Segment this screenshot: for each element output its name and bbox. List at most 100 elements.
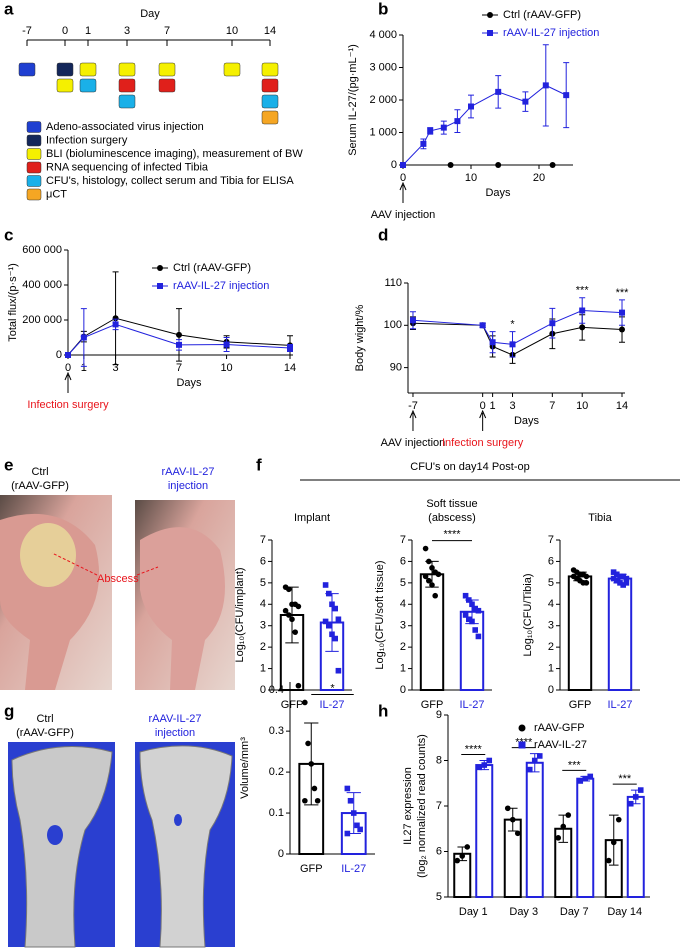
legend-label: BLI (bioluminescence imaging), measureme… (46, 148, 303, 160)
data-point (422, 545, 429, 552)
x-tick-label: IL-27 (319, 699, 344, 711)
data-point (447, 162, 454, 168)
x-tick-label: Day 3 (509, 906, 538, 918)
data-point (577, 778, 584, 784)
y-tick-label: 5 (400, 577, 406, 589)
photo-label: (rAAV-GFP) (16, 727, 74, 739)
data-point (286, 586, 292, 593)
data-point (422, 573, 429, 580)
x-tick-label: 10 (220, 362, 232, 374)
bar (419, 573, 445, 691)
data-point (468, 103, 474, 110)
x-tick-label: IL-27 (607, 699, 632, 711)
series-line (402, 84, 567, 166)
series-line (412, 322, 623, 356)
legend-swatch (26, 188, 42, 201)
significance: **** (465, 743, 483, 755)
y-tick-label: 4 (260, 598, 266, 610)
data-point (617, 573, 623, 580)
data-point (400, 162, 406, 168)
y-tick-label: 0 (400, 684, 406, 696)
y-axis-label: Log₁₀(CFU/implant) (234, 567, 246, 662)
data-point (308, 761, 315, 767)
abscess-arrow (136, 566, 159, 576)
y-tick-label: 0 (278, 848, 284, 860)
annotation-arrow (399, 181, 407, 203)
data-point (549, 320, 556, 327)
data-point (623, 580, 630, 586)
data-point (495, 88, 502, 95)
data-point (462, 612, 469, 618)
panel-label: e (4, 455, 13, 474)
legend-swatch (26, 175, 42, 187)
data-point (326, 622, 332, 629)
data-point (454, 857, 461, 864)
y-tick-label: 0.4 (269, 684, 284, 696)
data-point (605, 857, 612, 864)
annotation: Infection surgery (442, 437, 524, 449)
data-point (619, 309, 626, 316)
data-point (615, 816, 622, 823)
y-tick-label: 6 (436, 845, 442, 857)
significance: *** (568, 759, 582, 771)
data-point (459, 853, 466, 859)
legend-swatch (26, 134, 42, 147)
data-point (223, 341, 230, 348)
timeline-day: 10 (226, 25, 238, 37)
data-point (610, 575, 617, 582)
legend-label: μCT (46, 188, 67, 200)
data-point (426, 577, 432, 584)
data-point (326, 590, 332, 597)
y-tick-label: 8 (436, 754, 442, 766)
y-axis-label: Log₁₀(CFU/soft tissue) (374, 560, 386, 669)
data-point (427, 127, 434, 134)
data-point (627, 800, 634, 807)
y-tick-label: 5 (436, 891, 442, 903)
photo-label: rAAV-IL-27 (149, 713, 202, 725)
data-point (429, 582, 435, 588)
data-point (344, 785, 351, 792)
event-box (56, 78, 74, 93)
data-point (65, 352, 71, 358)
data-point (357, 826, 363, 833)
annotation: AAV injection (381, 437, 446, 449)
data-point (462, 592, 469, 599)
significance: *** (616, 287, 630, 299)
microct-treated (135, 742, 235, 948)
data-point (176, 341, 182, 348)
data-point (610, 839, 617, 846)
data-point (620, 573, 626, 580)
data-point (632, 794, 639, 800)
data-point (518, 724, 526, 732)
x-tick-label: 3 (113, 362, 119, 374)
y-tick-label: 1 (548, 662, 554, 674)
data-point (619, 326, 626, 333)
x-tick-label: 20 (533, 172, 545, 184)
data-point (157, 283, 163, 289)
y-tick-label: 7 (260, 534, 266, 546)
data-point (614, 577, 620, 584)
y-axis-label: Volume/mm³ (239, 737, 251, 799)
x-axis-label: Days (514, 415, 540, 427)
x-tick-label: IL-27 (341, 863, 366, 875)
data-point (347, 797, 354, 804)
timeline-day: 3 (124, 25, 130, 37)
data-point (637, 787, 644, 793)
data-point (531, 757, 538, 764)
legend-label: Ctrl (rAAV-GFP) (173, 262, 251, 274)
legend-label: Adeno-associated virus injection (46, 121, 204, 133)
data-point (587, 773, 594, 780)
data-point (472, 605, 478, 612)
data-point (560, 823, 567, 830)
data-point (332, 605, 338, 612)
timeline-day: 14 (264, 25, 276, 37)
data-point (80, 334, 87, 341)
data-point (292, 629, 299, 635)
abscess-label: Abscess (97, 573, 139, 585)
x-tick-label: GFP (421, 699, 444, 711)
x-tick-label: GFP (300, 863, 323, 875)
y-tick-label: 0 (260, 684, 266, 696)
event-box (79, 78, 97, 93)
data-point (112, 315, 119, 322)
